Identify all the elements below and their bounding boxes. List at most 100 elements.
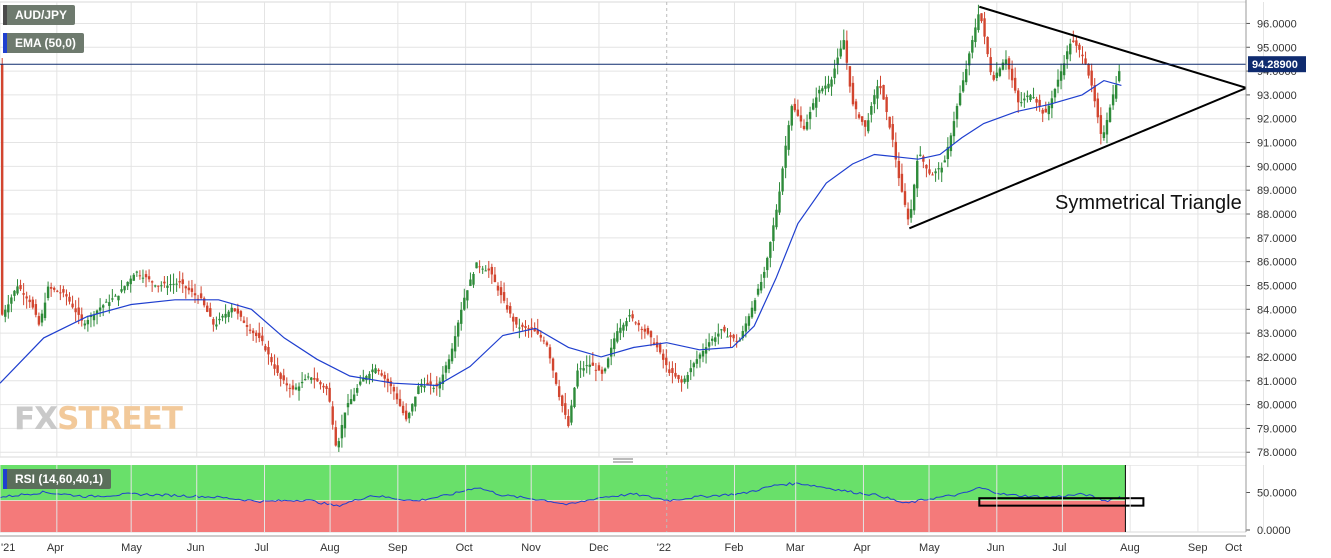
candle-body xyxy=(267,347,270,355)
candle-body xyxy=(230,307,233,313)
candle-body xyxy=(472,273,475,285)
candle-body xyxy=(13,290,16,296)
candle-body xyxy=(463,297,466,310)
candle-body xyxy=(496,285,500,291)
candle-body xyxy=(714,337,717,342)
candle-body xyxy=(640,328,643,330)
candle-body xyxy=(689,368,692,373)
candle-body xyxy=(331,406,334,425)
candle-body xyxy=(830,79,833,87)
candle-body xyxy=(502,292,506,301)
candle-body xyxy=(144,274,148,278)
x-tick-label: Dec xyxy=(589,542,609,554)
candle-body xyxy=(824,85,827,89)
pair-legend[interactable]: AUD/JPY xyxy=(3,5,76,25)
candle-body xyxy=(597,365,601,371)
candle-body xyxy=(349,399,353,405)
candle-body xyxy=(1004,59,1008,65)
candle-body xyxy=(172,283,175,285)
x-tick-label: Oct xyxy=(1225,542,1242,554)
candle-body xyxy=(851,82,855,105)
candle-body xyxy=(386,378,389,383)
candle-body xyxy=(310,377,313,380)
candle-body xyxy=(940,167,943,173)
candle-body xyxy=(769,242,772,258)
candle-body xyxy=(919,154,922,156)
candle-body xyxy=(860,116,864,122)
candle-body xyxy=(340,424,344,439)
candle-body xyxy=(1096,98,1099,118)
candle-body xyxy=(888,116,891,128)
x-tick-label: Sep xyxy=(1188,542,1208,554)
candle-body xyxy=(129,278,132,285)
candle-body xyxy=(429,381,432,385)
candle-body xyxy=(848,66,852,87)
candle-body xyxy=(0,64,4,315)
candle-body xyxy=(25,296,28,299)
ema-legend[interactable]: EMA (50,0) xyxy=(3,33,84,53)
candle-body xyxy=(946,146,950,160)
candle-body xyxy=(245,325,249,327)
candle-body xyxy=(120,289,123,292)
candle-body xyxy=(943,160,946,163)
candle-body xyxy=(343,412,347,429)
price-tick-label: 91.0000 xyxy=(1257,138,1297,150)
candle-body xyxy=(729,335,732,338)
candle-body xyxy=(453,336,457,352)
candle-body xyxy=(882,85,885,100)
candle-body xyxy=(187,287,191,291)
candle-body xyxy=(251,330,255,334)
candle-body xyxy=(952,121,956,137)
candle-body xyxy=(273,364,276,369)
candle-body xyxy=(931,174,934,176)
rsi-legend-label: RSI (14,60,40,1) xyxy=(15,472,104,486)
candle-body xyxy=(279,373,282,379)
candle-body xyxy=(242,320,246,323)
candle-body xyxy=(157,285,160,287)
candle-body xyxy=(677,375,680,380)
candle-body xyxy=(588,364,591,367)
candle-body xyxy=(811,103,815,110)
candle-body xyxy=(282,375,285,381)
candle-body xyxy=(319,382,322,385)
rsi-line xyxy=(0,482,1121,507)
candle-body xyxy=(808,111,812,120)
candle-body xyxy=(698,354,702,359)
price-panel-frame xyxy=(0,1,1247,458)
candle-body xyxy=(545,342,549,346)
candle-body xyxy=(658,344,662,353)
candle-body xyxy=(117,295,120,301)
candle-body xyxy=(248,329,252,331)
candle-body xyxy=(16,286,19,294)
candle-body xyxy=(432,387,435,389)
candle-body xyxy=(564,403,567,415)
candle-body xyxy=(1118,71,1121,82)
candle-body xyxy=(377,369,380,372)
candle-body xyxy=(674,372,677,377)
candle-body xyxy=(362,377,365,382)
candle-body xyxy=(756,288,760,295)
candle-body xyxy=(355,388,359,393)
rsi-legend[interactable]: RSI (14,60,40,1) xyxy=(3,469,112,489)
rsi-tick-label: 0.0000 xyxy=(1257,525,1291,537)
candle-body xyxy=(175,283,178,285)
candle-body xyxy=(74,308,77,313)
candle-body xyxy=(1032,97,1035,99)
candle-body xyxy=(885,97,888,113)
price-tick-label: 93.0000 xyxy=(1257,90,1297,102)
candle-body xyxy=(646,328,650,334)
x-tick-label: Apr xyxy=(47,542,64,554)
candle-body xyxy=(741,331,744,339)
candle-body xyxy=(1053,89,1057,98)
candle-body xyxy=(31,299,34,308)
candle-body xyxy=(766,257,769,271)
candle-body xyxy=(557,386,561,397)
candle-body xyxy=(108,302,111,306)
candle-body xyxy=(184,286,188,289)
candle-body xyxy=(346,403,350,408)
candle-body xyxy=(836,57,839,65)
candle-body xyxy=(643,328,647,332)
candle-body xyxy=(1108,107,1112,122)
candle-body xyxy=(1078,44,1081,50)
candle-body xyxy=(548,347,552,359)
